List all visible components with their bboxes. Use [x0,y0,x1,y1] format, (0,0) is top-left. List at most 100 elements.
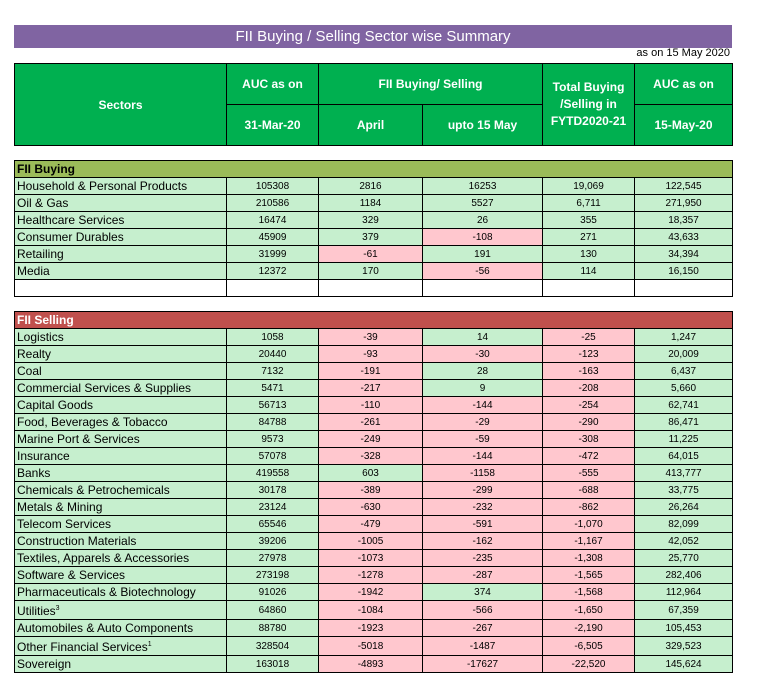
total-value: -123 [542,345,636,363]
sector-name: Capital Goods [14,396,227,414]
sector-name: Chemicals & Petrochemicals [14,481,227,499]
total-value: -290 [542,413,636,431]
auc-may-value: 62,741 [634,396,734,414]
table-row: Coal 7132 -191 28 -163 6,437 [14,362,734,380]
upto-may-value: -287 [421,566,544,584]
header-auc2-label: AUC as on [634,63,734,105]
auc-mar-value: 23124 [226,498,319,516]
total-value: 6,711 [542,194,636,212]
sector-name: Automobiles & Auto Components [14,619,227,637]
auc-may-value: 11,225 [634,430,734,448]
upto-may-value: -30 [421,345,544,363]
total-value: -688 [542,481,636,499]
footnote-marker: 1 [147,641,152,648]
header-auc-label: AUC as on [226,63,319,105]
auc-may-value: 42,052 [634,532,734,550]
section-header-buying: FII Buying [13,160,734,178]
upto-may-value: -144 [421,447,544,465]
upto-may-value: -1487 [421,636,544,656]
total-value: -862 [542,498,636,516]
auc-mar-value: 9573 [226,430,319,448]
header-auc-date: 31-Mar-20 [226,104,319,146]
april-value: -39 [318,328,423,346]
april-value: 2816 [318,177,423,195]
table-row: Consumer Durables 45909 379 -108 271 43,633 [14,228,734,246]
auc-may-value: 282,406 [634,566,734,584]
total-value: -2,190 [542,619,636,637]
header-sectors: Sectors [14,63,227,146]
table-row: Chemicals & Petrochemicals 30178 -389 -299-… [14,481,734,499]
auc-mar-value: 31999 [226,245,319,263]
sector-name: Textiles, Apparels & Accessories [14,549,227,567]
sector-name: Pharmaceuticals & Biotechnology [14,583,227,601]
auc-may-value: 67,359 [634,600,734,620]
total-value: -1,568 [542,583,636,601]
table-row: Oil & Gas 210586 1184 5527 6,711 271,950 [14,194,734,212]
auc-mar-value: 64860 [226,600,319,620]
auc-mar-value: 20440 [226,345,319,363]
auc-may-value: 86,471 [634,413,734,431]
page-title: FII Buying / Selling Sector wise Summary [14,25,732,48]
upto-may-value: -17627 [421,655,544,673]
table-row: Healthcare Services 16474 329 26 355 18,357 [14,211,734,229]
table-row: Utilities3 64860 -1084 -566 -1,650 67,359 [14,600,734,620]
auc-may-value: 329,523 [634,636,734,656]
upto-may-value: -591 [421,515,544,533]
table-row: Telecom Services 65546 -479 -591 -1,070 82,09… [14,515,734,533]
upto-may-value: -108 [421,228,544,246]
upto-may-value: 28 [421,362,544,380]
total-value: -6,505 [542,636,636,656]
auc-may-value: 82,099 [634,515,734,533]
sector-name: Marine Port & Services [14,430,227,448]
april-value: -389 [318,481,423,499]
table-row: Retailing 31999 -61 191 130 34,394 [14,245,734,263]
upto-may-value: -267 [421,619,544,637]
auc-may-value: 1,247 [634,328,734,346]
table-row: Metals & Mining 23124 -630 -232 -862 26,264 [14,498,734,516]
april-value: 1184 [318,194,423,212]
april-value: -1084 [318,600,423,620]
table-row: Media 12372 170 -56 114 16,150 [14,262,734,280]
header-upto-15-may: upto 15 May [421,104,544,146]
upto-may-value: -235 [421,549,544,567]
auc-may-value: 64,015 [634,447,734,465]
upto-may-value: -232 [421,498,544,516]
total-value: -208 [542,379,636,397]
auc-mar-value: 105308 [226,177,319,195]
april-value: 329 [318,211,423,229]
header-april: April [318,104,423,146]
auc-mar-value: 27978 [226,549,319,567]
sector-name: Food, Beverages & Tobacco [14,413,227,431]
auc-mar-value: 30178 [226,481,319,499]
table-header: Sectors AUC as on FII Buying/ Selling To… [14,63,734,146]
upto-may-value: 9 [421,379,544,397]
spacer-row [14,296,733,312]
april-value: -261 [318,413,423,431]
april-value: -1005 [318,532,423,550]
table-row: Realty 20440 -93 -30 -123 20,009 [14,345,734,363]
upto-may-value: -144 [421,396,544,414]
upto-may-value: 14 [421,328,544,346]
auc-may-value: 16,150 [634,262,734,280]
sector-name: Oil & Gas [14,194,227,212]
total-value: -163 [542,362,636,380]
table-row: Automobiles & Auto Components 88780 -1923-… [14,619,734,637]
auc-mar-value: 12372 [226,262,319,280]
sector-name: Software & Services [14,566,227,584]
april-value: -4893 [318,655,423,673]
auc-may-value: 271,950 [634,194,734,212]
section-label-buying: FII Buying [13,160,734,178]
upto-may-value: 191 [421,245,544,263]
sector-name: Insurance [14,447,227,465]
total-value: -1,650 [542,600,636,620]
auc-may-value: 20,009 [634,345,734,363]
auc-mar-value: 88780 [226,619,319,637]
upto-may-value: -29 [421,413,544,431]
header-auc2-date: 15-May-20 [634,104,734,146]
sector-name: Household & Personal Products [14,177,227,195]
sector-name: Realty [14,345,227,363]
upto-may-value: 5527 [421,194,544,212]
upto-may-value: -299 [421,481,544,499]
total-value: -1,070 [542,515,636,533]
total-value: 271 [542,228,636,246]
